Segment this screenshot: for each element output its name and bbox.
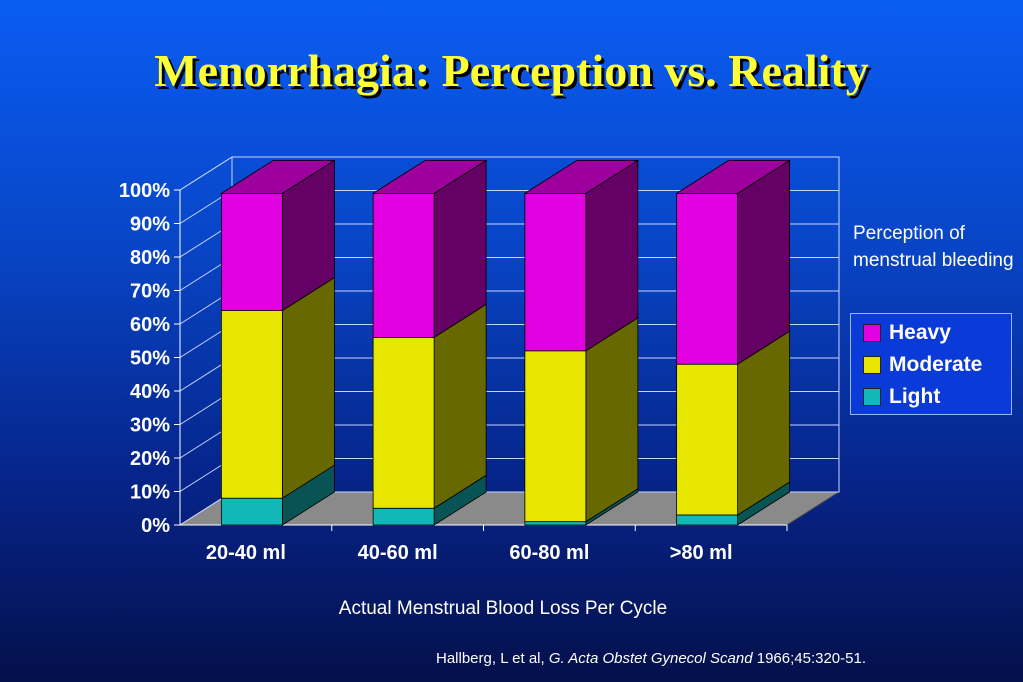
legend-label-heavy: Heavy bbox=[889, 321, 951, 344]
legend-label-moderate: Moderate bbox=[889, 353, 983, 376]
y-tick-label: 90% bbox=[130, 214, 170, 236]
legend-label-light: Light bbox=[889, 385, 941, 408]
bar-top-heavy bbox=[523, 159, 640, 194]
citation-ref: 1966;45:320-51. bbox=[756, 650, 866, 667]
legend-item-moderate: Moderate bbox=[863, 350, 982, 380]
bar-segment-heavy bbox=[220, 192, 283, 312]
bar-segment-light bbox=[372, 507, 435, 526]
y-tick-label: 80% bbox=[130, 247, 170, 269]
slide-title: Menorrhagia: Perception vs. Reality bbox=[154, 45, 869, 96]
y-tick-label: 30% bbox=[130, 415, 170, 437]
bar-stack-2 bbox=[371, 159, 488, 526]
x-axis-label: Actual Menstrual Blood Loss Per Cycle bbox=[338, 598, 668, 619]
bar-top-heavy bbox=[675, 159, 792, 194]
x-axis-ticks: 20-40 ml 40-60 ml 60-80 ml >80 ml bbox=[206, 525, 788, 564]
legend-swatch-light bbox=[863, 388, 881, 406]
bar-segment-light bbox=[676, 514, 739, 526]
y-tick-label: 100% bbox=[119, 180, 170, 202]
bar-stack-1 bbox=[219, 159, 336, 526]
bar-segment-moderate bbox=[220, 310, 283, 499]
y-tick-label: 20% bbox=[130, 448, 170, 470]
bar-side-moderate bbox=[433, 303, 487, 509]
bar-side-moderate bbox=[585, 317, 639, 523]
gridline-side bbox=[179, 156, 233, 191]
citation-authors: Hallberg, L et al, bbox=[436, 650, 545, 667]
x-tick-label: 20-40 ml bbox=[206, 542, 286, 564]
legend-swatch-moderate bbox=[863, 356, 881, 374]
bars bbox=[219, 159, 792, 526]
x-tick-label: 60-80 ml bbox=[509, 542, 589, 564]
bar-stack-4 bbox=[675, 159, 792, 526]
bar-segment-heavy bbox=[372, 192, 435, 338]
y-tick-label: 40% bbox=[130, 381, 170, 403]
y-tick-label: 50% bbox=[130, 348, 170, 370]
y-tick-label: 10% bbox=[130, 482, 170, 504]
legend-item-light: Light bbox=[863, 382, 940, 412]
bar-side-moderate bbox=[281, 276, 335, 499]
bar-segment-heavy bbox=[524, 192, 587, 352]
bar-segment-moderate bbox=[676, 363, 739, 516]
bar-segment-heavy bbox=[676, 192, 739, 365]
y-tick-label: 70% bbox=[130, 281, 170, 303]
legend-item-heavy: Heavy bbox=[863, 318, 951, 348]
y-tick-label: 60% bbox=[130, 314, 170, 336]
chart-legend: Heavy Moderate Light bbox=[850, 313, 1012, 415]
legend-swatch-heavy bbox=[863, 324, 881, 342]
bar-segment-moderate bbox=[524, 350, 587, 523]
bar-top-heavy bbox=[371, 159, 488, 194]
x-tick-label: >80 ml bbox=[670, 542, 733, 564]
citation-journal: G. Acta Obstet Gynecol Scand bbox=[548, 650, 753, 667]
bar-segment-light bbox=[220, 497, 283, 526]
bar-stack-3 bbox=[523, 159, 640, 526]
bar-side-heavy bbox=[585, 159, 639, 352]
bar-side-heavy bbox=[737, 159, 791, 365]
x-tick-label: 40-60 ml bbox=[358, 542, 438, 564]
citation: Hallberg, L et al, G. Acta Obstet Gyneco… bbox=[436, 650, 866, 667]
y-tick-label: 0% bbox=[141, 515, 170, 537]
perception-note: Perception of menstrual bleeding bbox=[853, 223, 1014, 271]
bar-top-heavy bbox=[219, 159, 336, 194]
bar-segment-light bbox=[524, 521, 587, 526]
bar-segment-moderate bbox=[372, 336, 435, 509]
